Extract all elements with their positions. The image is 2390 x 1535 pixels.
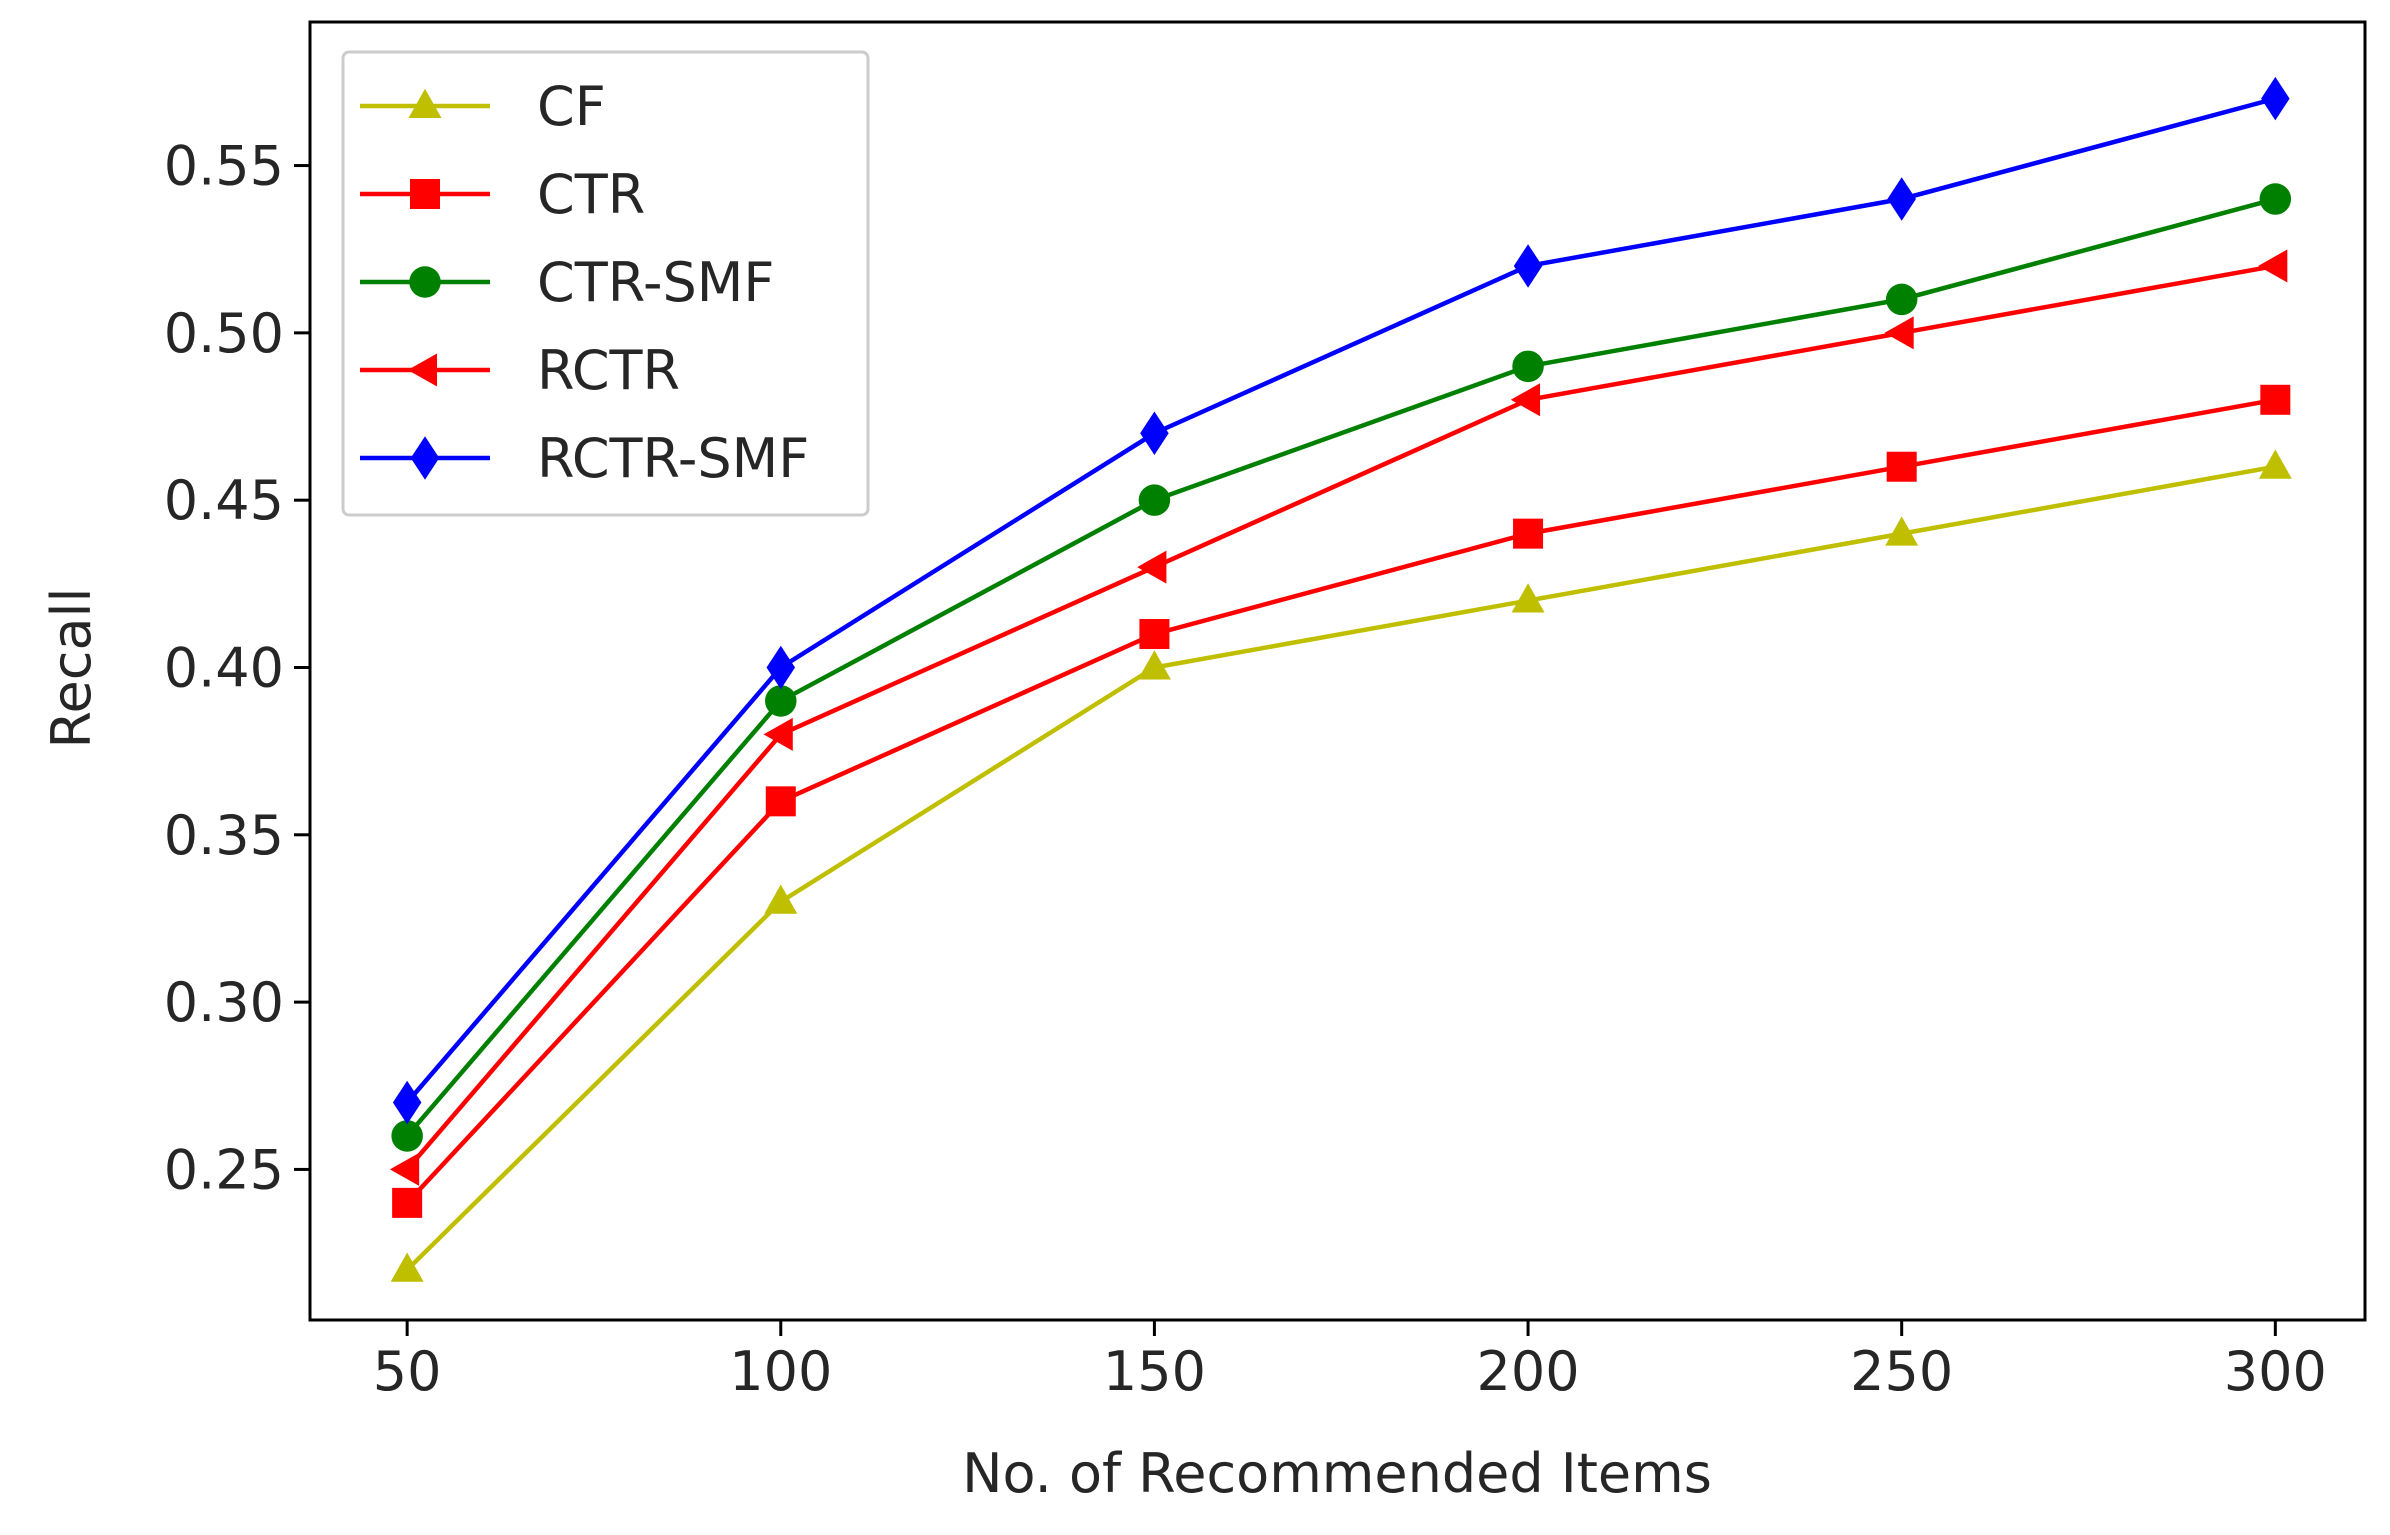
data-point-ctr <box>392 1187 423 1218</box>
x-tick-label: 250 <box>1850 1340 1953 1403</box>
data-point-ctr <box>1886 451 1917 482</box>
series-line-ctr-smf <box>405 196 2276 1138</box>
series-line-cf <box>405 464 2276 1272</box>
legend-marker-ctr <box>410 179 440 209</box>
series-ctr <box>392 384 2291 1218</box>
data-point-rctr <box>1137 550 1167 584</box>
legend-marker-rctr-smf <box>410 436 440 480</box>
y-tick-label: 0.50 <box>164 302 284 365</box>
y-tick-label: 0.35 <box>164 804 284 867</box>
y-tick-label: 0.45 <box>164 469 284 532</box>
data-point-rctr-smf <box>1513 244 1543 288</box>
legend-label-ctr: CTR <box>537 163 645 226</box>
legend-label-ctr-smf: CTR-SMF <box>537 251 774 314</box>
series-line-rctr-smf <box>405 96 2276 1104</box>
data-point-cf <box>390 1252 424 1282</box>
data-point-rctr <box>763 717 793 751</box>
series-cf <box>390 449 2292 1282</box>
x-axis-label: No. of Recommended Items <box>962 1442 1712 1505</box>
legend-label-rctr: RCTR <box>537 339 680 402</box>
legend-label-rctr-smf: RCTR-SMF <box>537 427 809 490</box>
legend-marker-ctr-smf <box>409 266 441 298</box>
data-point-rctr-smf <box>1887 177 1916 221</box>
data-point-rctr-smf <box>392 1080 422 1125</box>
legend: CF CTR CTR-SMF RCTR RCTR-SMF <box>341 50 870 517</box>
y-tick-label: 0.30 <box>164 971 284 1034</box>
legend-entry-rctr-smf: RCTR-SMF <box>360 427 809 490</box>
data-point-cf <box>1885 516 1919 546</box>
x-tick-label: 150 <box>1103 1340 1206 1403</box>
data-point-ctr-smf <box>765 685 797 717</box>
x-axis: 50 100 150 200 250 300 <box>373 1320 2327 1403</box>
y-axis-label: Recall <box>40 587 103 748</box>
legend-entry-ctr: CTR <box>360 163 645 226</box>
x-tick-label: 200 <box>1477 1340 1580 1403</box>
data-point-rctr <box>1884 316 1914 350</box>
data-point-rctr-smf <box>766 645 796 690</box>
y-tick-label: 0.55 <box>164 135 284 198</box>
plot-frame <box>308 20 2367 1322</box>
legend-marker-cf <box>408 88 442 118</box>
data-point-ctr <box>2260 384 2291 415</box>
data-point-rctr-smf <box>2261 76 2290 121</box>
data-point-ctr-smf <box>1512 350 1544 383</box>
series-line-ctr <box>405 397 2276 1205</box>
y-tick-label: 0.25 <box>164 1138 284 1201</box>
legend-entry-cf: CF <box>360 75 606 138</box>
legend-entry-rctr: RCTR <box>360 339 680 402</box>
series-rctr <box>389 249 2288 1186</box>
y-axis: 0.25 0.30 0.35 0.40 0.45 0.50 0.55 <box>164 135 310 1201</box>
data-point-ctr-smf <box>2259 183 2292 215</box>
legend-marker-rctr <box>407 353 437 387</box>
y-tick-label: 0.40 <box>164 636 284 699</box>
series-line-rctr <box>405 263 2276 1171</box>
legend-box <box>341 50 870 517</box>
data-point-ctr-smf <box>391 1120 423 1152</box>
x-tick-label: 100 <box>729 1340 832 1403</box>
data-point-rctr <box>389 1152 420 1186</box>
data-point-ctr <box>1139 619 1170 650</box>
data-point-cf <box>1137 650 1171 680</box>
data-point-ctr <box>1513 518 1544 549</box>
data-point-ctr <box>765 786 796 817</box>
data-point-rctr <box>1510 383 1541 417</box>
series-ctr-smf <box>391 183 2292 1152</box>
data-point-cf <box>2258 449 2292 479</box>
data-point-ctr-smf <box>1885 283 1918 316</box>
data-point-cf <box>764 884 798 914</box>
legend-entry-ctr-smf: CTR-SMF <box>360 251 774 314</box>
legend-label-cf: CF <box>537 75 606 138</box>
x-tick-label: 300 <box>2224 1340 2327 1403</box>
data-point-rctr <box>2258 249 2288 283</box>
data-point-cf <box>1511 583 1545 613</box>
x-tick-label: 50 <box>373 1340 442 1403</box>
data-point-ctr-smf <box>1138 484 1171 516</box>
data-point-rctr-smf <box>1140 411 1169 456</box>
series-layer <box>389 76 2292 1282</box>
series-rctr-smf <box>392 76 2290 1125</box>
